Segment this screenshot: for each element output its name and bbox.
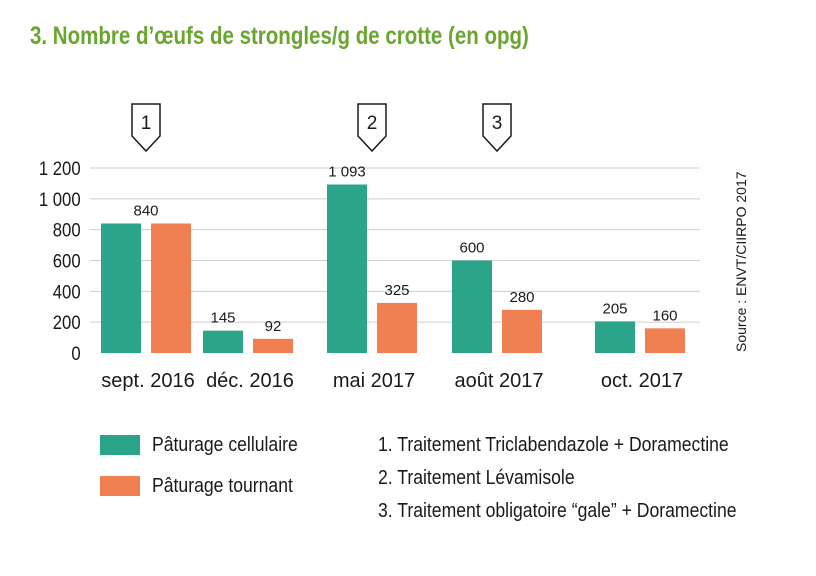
data-label: 840 <box>133 203 158 220</box>
bar <box>203 330 243 353</box>
y-tick-label: 400 <box>53 281 81 302</box>
treatment-marker-label: 3 <box>492 113 503 134</box>
data-label: 325 <box>384 282 409 299</box>
chart-title: 3. Nombre d’œufs de strongles/g de crott… <box>30 22 529 50</box>
data-label: 92 <box>265 318 282 335</box>
x-tick-label: mai 2017 <box>333 370 415 392</box>
y-tick-label: 0 <box>71 343 80 364</box>
data-label: 205 <box>602 300 627 317</box>
y-tick-label: 800 <box>53 220 81 241</box>
note-1: 1. Traitement Triclabendazole + Doramect… <box>378 434 729 456</box>
legend-item-cellulaire: Pâturage cellulaire <box>100 430 318 460</box>
data-label: 1 093 <box>328 163 366 180</box>
x-tick-label: déc. 2016 <box>206 370 294 392</box>
bar <box>595 321 635 353</box>
legend-swatch-tournant <box>100 476 140 496</box>
y-tick-label: 1 200 <box>39 158 81 179</box>
legend-label-tournant: Pâturage tournant <box>152 474 293 497</box>
x-tick-label: août 2017 <box>455 370 544 392</box>
legend-item-tournant: Pâturage tournant <box>100 471 318 501</box>
data-label: 145 <box>210 310 235 327</box>
y-tick-label: 1 000 <box>39 189 81 210</box>
treatment-marker-label: 1 <box>141 113 152 134</box>
bar <box>377 302 417 353</box>
x-tick-label: sept. 2016 <box>101 370 194 392</box>
bar <box>645 328 685 353</box>
x-tick-label: oct. 2017 <box>601 370 683 392</box>
note-3: 3. Traitement obligatoire “gale” + Doram… <box>378 500 737 522</box>
legend-label-cellulaire: Pâturage cellulaire <box>152 433 298 456</box>
data-label: 280 <box>509 289 534 306</box>
y-tick-label: 600 <box>53 251 81 272</box>
note-2: 2. Traitement Lévamisole <box>378 467 575 489</box>
bar <box>101 223 141 353</box>
bar <box>151 223 191 353</box>
bar <box>253 338 293 353</box>
legend: Pâturage cellulaire Pâturage tournant <box>100 430 318 512</box>
treatment-marker <box>131 103 161 153</box>
bar <box>502 309 542 353</box>
legend-swatch-cellulaire <box>100 435 140 455</box>
treatment-marker-label: 2 <box>367 113 378 134</box>
treatment-marker <box>482 103 512 153</box>
data-label: 160 <box>652 307 677 324</box>
source-label: Source : ENVT/CIIRPO 2017 <box>733 171 749 352</box>
data-label: 600 <box>459 240 484 257</box>
treatment-marker <box>357 103 387 153</box>
treatment-notes: 1. Traitement Triclabendazole + Doramect… <box>378 430 785 529</box>
bar <box>327 184 367 353</box>
bar-chart: 0 200 400 600 800 1 000 1 200 840 sept. 2016 145 9… <box>39 103 749 392</box>
bar <box>452 260 492 353</box>
y-tick-label: 200 <box>53 312 81 333</box>
